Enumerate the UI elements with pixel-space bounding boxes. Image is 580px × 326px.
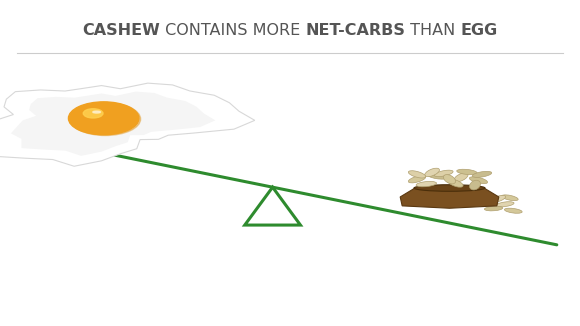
Ellipse shape <box>408 171 426 178</box>
Polygon shape <box>400 188 499 208</box>
Ellipse shape <box>470 180 480 190</box>
Ellipse shape <box>93 111 100 113</box>
Ellipse shape <box>448 179 463 187</box>
Text: EGG: EGG <box>461 23 498 38</box>
Text: CASHEW: CASHEW <box>82 23 160 38</box>
Circle shape <box>70 103 140 136</box>
Polygon shape <box>0 83 255 166</box>
Ellipse shape <box>434 170 453 177</box>
Ellipse shape <box>505 208 522 213</box>
Ellipse shape <box>416 182 437 187</box>
Circle shape <box>68 102 139 135</box>
Ellipse shape <box>444 175 455 184</box>
Ellipse shape <box>484 206 503 211</box>
Circle shape <box>84 109 103 118</box>
Ellipse shape <box>496 202 514 207</box>
Ellipse shape <box>502 195 518 200</box>
Ellipse shape <box>469 177 488 184</box>
Ellipse shape <box>425 168 440 177</box>
Text: CONTAINS MORE: CONTAINS MORE <box>160 23 305 38</box>
Ellipse shape <box>408 176 426 183</box>
Text: NET-CARBS: NET-CARBS <box>305 23 405 38</box>
Text: THAN: THAN <box>405 23 461 38</box>
Ellipse shape <box>456 169 477 175</box>
Polygon shape <box>11 92 215 156</box>
Ellipse shape <box>428 173 448 179</box>
Ellipse shape <box>472 171 492 177</box>
Ellipse shape <box>414 185 485 191</box>
Ellipse shape <box>491 195 506 202</box>
Ellipse shape <box>454 173 468 182</box>
